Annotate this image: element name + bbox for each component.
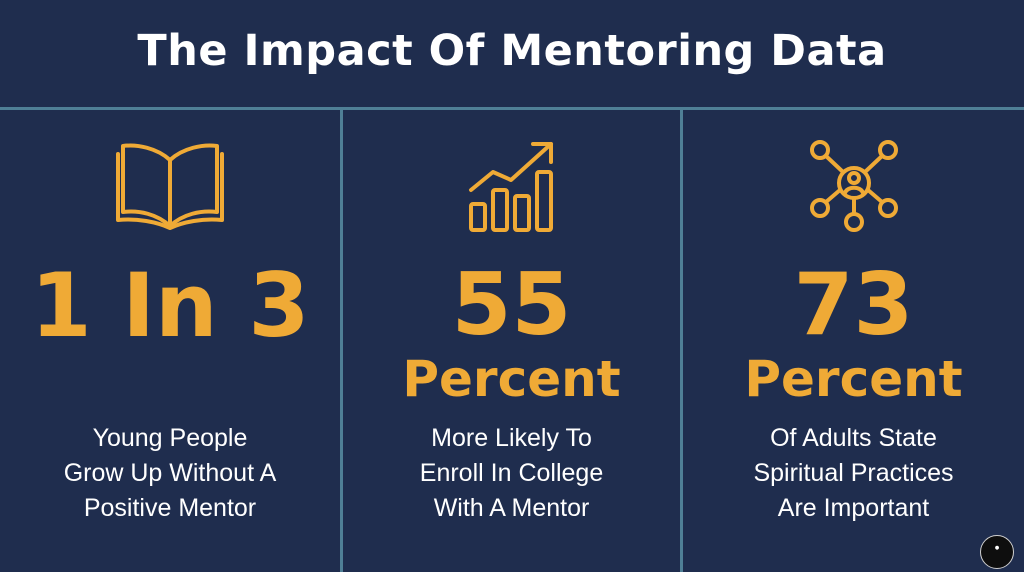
- stat-figure: 55: [451, 255, 572, 355]
- stat-unit: Percent: [744, 350, 963, 408]
- stat-unit: Percent: [402, 350, 621, 408]
- stat-description-line: With A Mentor: [433, 494, 590, 522]
- stat-card-spiritual: 73 Percent Of Adults State Spiritual Pra…: [683, 110, 1024, 572]
- bar-chart-growth-icon: [469, 142, 553, 232]
- stat-description: Young People Grow Up Without A Positive …: [0, 421, 340, 526]
- stat-description: More Likely To Enroll In College With A …: [343, 421, 680, 526]
- stat-description-line: Are Important: [777, 494, 930, 522]
- stat-description: Of Adults State Spiritual Practices Are …: [683, 421, 1024, 526]
- person-network-icon: [810, 140, 898, 232]
- stat-description-line: Spiritual Practices: [753, 459, 954, 487]
- page-title: The Impact Of Mentoring Data: [137, 26, 887, 76]
- stat-figure: 73: [793, 255, 914, 355]
- stat-description-line: Positive Mentor: [83, 494, 257, 522]
- column-divider-1: [340, 110, 343, 572]
- stat-description-line: Of Adults State: [770, 424, 937, 452]
- brand-logo: ●: [980, 535, 1014, 569]
- stat-description-line: Young People: [92, 424, 248, 452]
- stat-description-line: Grow Up Without A: [63, 459, 277, 487]
- column-divider-2: [680, 110, 683, 572]
- stat-figure: 1 In 3: [30, 254, 310, 357]
- stat-description-line: More Likely To: [431, 424, 592, 452]
- open-book-icon: [116, 143, 224, 230]
- stat-card-college: 55 Percent More Likely To Enroll In Coll…: [343, 110, 680, 572]
- stat-card-young-people: 1 In 3 Young People Grow Up Without A Po…: [0, 110, 340, 572]
- header-divider: [0, 107, 1024, 110]
- stat-description-line: Enroll In College: [419, 459, 604, 487]
